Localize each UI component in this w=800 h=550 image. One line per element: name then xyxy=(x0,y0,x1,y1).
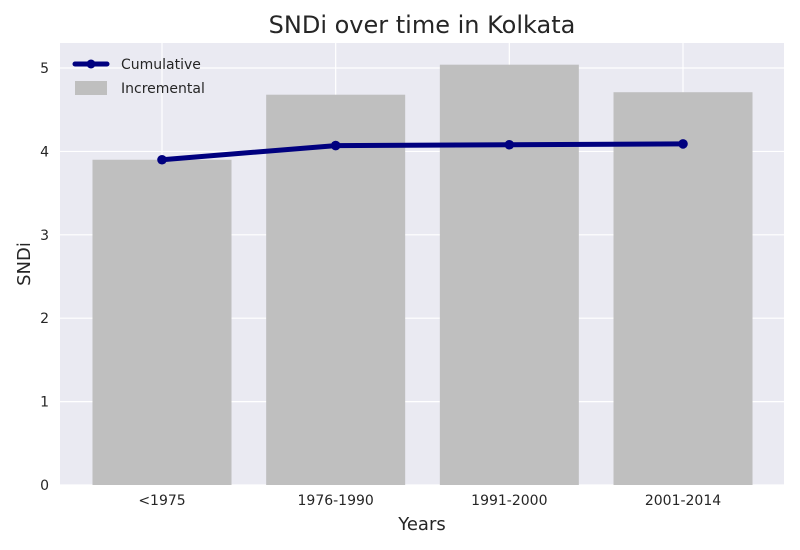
x-tick-label: 2001-2014 xyxy=(645,493,721,509)
data-point-cumulative xyxy=(157,154,167,165)
line-layer xyxy=(157,139,688,165)
y-tick-label: 0 xyxy=(40,478,49,494)
bar-incremental xyxy=(439,64,579,486)
y-tick-label: 1 xyxy=(40,395,49,411)
bar-incremental xyxy=(613,92,753,486)
y-tick-label: 5 xyxy=(40,61,49,77)
chart-title: SNDi over time in Kolkata xyxy=(269,11,576,39)
series-cumulative-line xyxy=(159,141,686,163)
data-point-cumulative xyxy=(330,140,341,151)
legend-cumulative-label: Cumulative xyxy=(121,57,201,73)
x-tick-label: 1991-2000 xyxy=(471,493,547,509)
bar-incremental xyxy=(92,159,232,486)
tick-layer: 0 1 2 3 4 5 <1975 1976-1990 1991-2000 2001-2014 xyxy=(40,61,721,509)
bar-incremental xyxy=(266,94,406,485)
y-axis-label: SNDi xyxy=(14,242,35,286)
y-tick-label: 3 xyxy=(40,228,49,244)
bar-layer xyxy=(92,64,753,486)
legend-cumulative-marker xyxy=(86,59,96,69)
legend-incremental-swatch xyxy=(75,81,107,95)
x-tick-label: 1976-1990 xyxy=(298,493,374,509)
y-tick-label: 2 xyxy=(40,311,49,327)
x-tick-label: <1975 xyxy=(138,493,185,509)
legend-incremental-label: Incremental xyxy=(121,81,205,97)
data-point-cumulative xyxy=(678,139,688,149)
x-axis-label: Years xyxy=(397,514,446,535)
data-point-cumulative xyxy=(504,139,515,150)
y-tick-label: 4 xyxy=(40,144,49,160)
legend: Cumulative Incremental xyxy=(72,57,205,97)
